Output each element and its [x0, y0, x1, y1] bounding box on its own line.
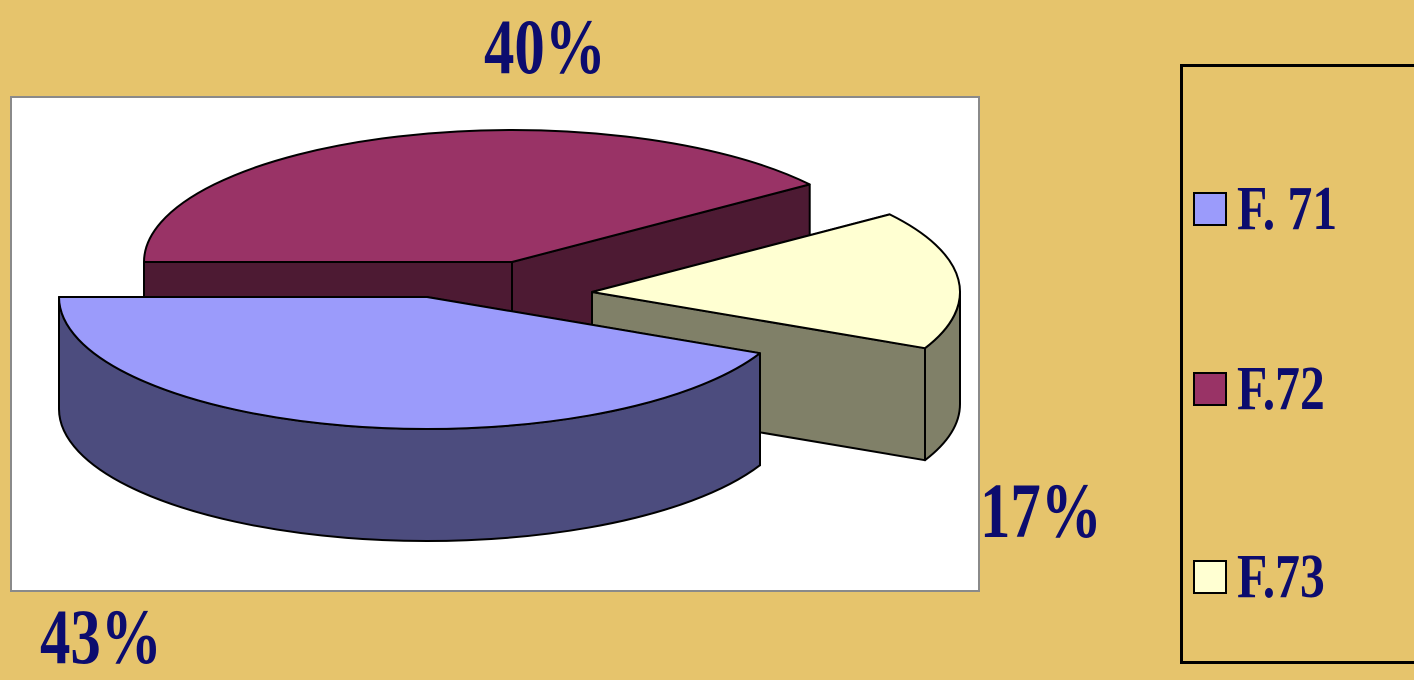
legend-item-f73: F.73: [1193, 543, 1347, 611]
legend-label-f72: F.72: [1237, 355, 1325, 423]
legend-label-f71: F. 71: [1237, 175, 1338, 243]
legend-item-f72: F.72: [1193, 355, 1347, 423]
slice-f72-top: [143, 129, 811, 263]
legend-swatch-f71: [1193, 192, 1227, 226]
slice-f73-top: [591, 213, 961, 350]
data-label-f71: 43%: [40, 593, 162, 680]
legend-swatch-f73: [1193, 560, 1227, 594]
data-label-f73: 17%: [980, 467, 1102, 554]
data-label-f72: 40%: [484, 3, 606, 90]
chart-legend: F. 71 F.72 F.73: [1180, 64, 1414, 664]
legend-label-f73: F.73: [1237, 543, 1325, 611]
legend-swatch-f72: [1193, 372, 1227, 406]
legend-item-f71: F. 71: [1193, 175, 1362, 243]
slice-f71-top: [58, 296, 761, 430]
